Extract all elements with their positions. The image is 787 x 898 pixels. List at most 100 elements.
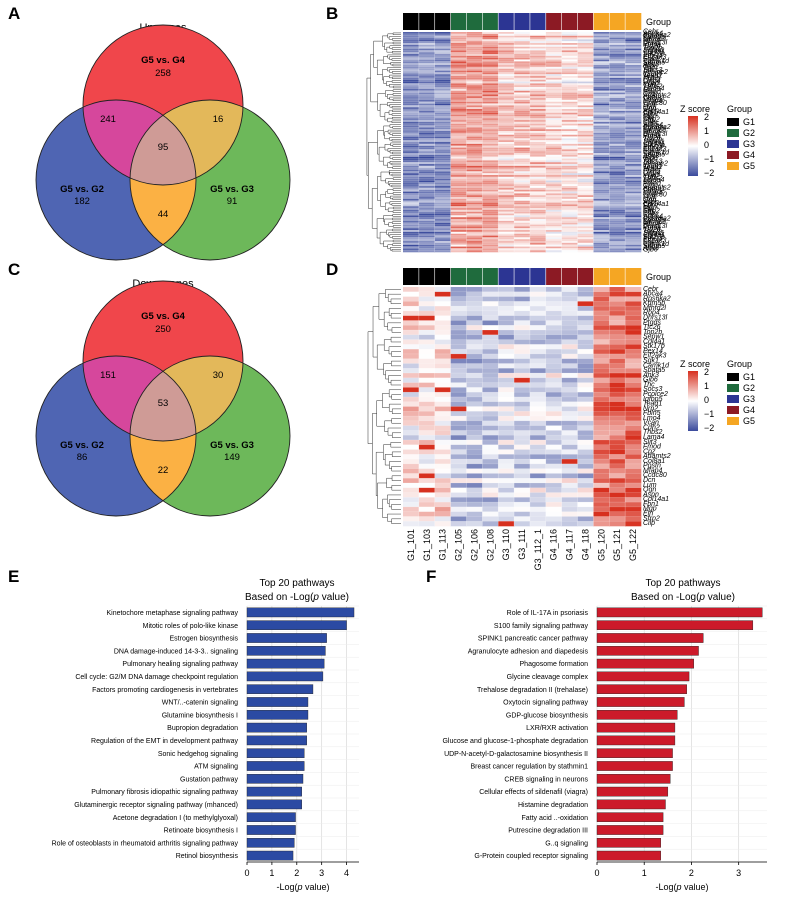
heatmap-cell <box>482 377 499 383</box>
heatmap-cell <box>609 248 626 251</box>
heatmap-cell <box>482 167 499 170</box>
heatmap-cell <box>482 217 499 220</box>
heatmap-cell <box>625 121 642 124</box>
heatmap-cell <box>514 101 531 104</box>
venn-count-ac: 16 <box>213 114 224 125</box>
heatmap-cell <box>577 33 594 36</box>
heatmap-cell <box>609 368 626 374</box>
heatmap-cell <box>609 55 626 58</box>
heatmap-cell <box>514 52 531 55</box>
heatmap-cell <box>577 206 594 209</box>
heatmap-up: GroupCebrAbca4Rps6ka2Kdm5bMthfd2lRbp4Dhr… <box>366 13 755 254</box>
heatmap-cell <box>577 123 594 126</box>
heatmap-cell <box>577 301 594 307</box>
heatmap-cell <box>529 213 547 216</box>
heatmap-cell <box>625 65 642 68</box>
heatmap-cell <box>561 118 578 121</box>
heatmap-cell <box>450 92 467 95</box>
heatmap-cell <box>561 358 578 364</box>
heatmap-cell <box>482 70 499 73</box>
heatmap-cell <box>625 334 642 340</box>
heatmap-cell <box>466 444 483 450</box>
bar <box>246 709 309 720</box>
heatmap-cell <box>434 173 451 176</box>
heatmap-cell <box>434 98 451 101</box>
heatmap-cell <box>625 213 642 216</box>
heatmap-cell <box>514 129 531 132</box>
heatmap-cell <box>466 151 483 154</box>
heatmap-cell <box>403 44 420 47</box>
heatmap-cell <box>545 79 562 82</box>
sample-label: G3_110 <box>501 529 511 560</box>
heatmap-cell <box>529 41 547 44</box>
heatmap-cell <box>466 182 483 185</box>
heatmap-cell <box>450 246 467 249</box>
heatmap-cell <box>498 315 515 321</box>
heatmap-cell <box>577 156 594 159</box>
heatmap-cell <box>561 478 578 484</box>
heatmap-cell <box>434 167 451 170</box>
heatmap-cell <box>609 74 626 77</box>
heatmap-cell <box>593 94 610 97</box>
heatmap-cell <box>529 246 547 249</box>
heatmap-cell <box>482 182 499 185</box>
heatmap-cell <box>482 134 499 137</box>
heatmap-cell <box>514 35 531 38</box>
heatmap-cell <box>593 250 610 253</box>
heatmap-cell <box>609 492 626 498</box>
heatmap-cell <box>625 506 642 512</box>
heatmap-cell <box>450 296 467 302</box>
heatmap-cell <box>482 114 499 117</box>
heatmap-cell <box>482 301 499 307</box>
heatmap-cell <box>561 250 578 253</box>
heatmap-cell <box>609 39 626 42</box>
heatmap-cell <box>577 37 594 40</box>
heatmap-cell <box>514 382 531 388</box>
heatmap-cell <box>418 334 436 340</box>
heatmap-cell <box>577 368 594 374</box>
heatmap-cell <box>529 189 547 192</box>
heatmap-cell <box>418 44 436 47</box>
heatmap-cell <box>609 363 626 369</box>
heatmap-cell <box>609 193 626 196</box>
heatmap-cell <box>418 88 436 91</box>
heatmap-cell <box>434 63 451 66</box>
heatmap-cell <box>514 230 531 233</box>
heatmap-cell <box>482 176 499 179</box>
heatmap-cell <box>593 87 610 90</box>
heatmap-cell <box>498 193 515 196</box>
group-bar-cell <box>561 268 578 285</box>
heatmap-cell <box>450 220 467 223</box>
heatmap-cell <box>450 492 467 498</box>
heatmap-cell <box>593 164 610 167</box>
heatmap-cell <box>609 435 626 441</box>
heatmap-cell <box>403 209 420 212</box>
heatmap-cell <box>529 121 547 124</box>
heatmap-cell <box>498 191 515 194</box>
heatmap-cell <box>577 70 594 73</box>
heatmap-cell <box>482 109 499 112</box>
heatmap-cell <box>482 325 499 331</box>
heatmap-cell <box>529 220 547 223</box>
heatmap-cell <box>418 164 436 167</box>
heatmap-cell <box>593 182 610 185</box>
heatmap-cell <box>434 57 451 60</box>
category-label: Factors promoting cardiogenesis in verte… <box>92 687 238 694</box>
heatmap-cell <box>529 37 547 40</box>
heatmap-cell <box>529 242 547 245</box>
heatmap-cell <box>609 325 626 331</box>
gene-label: Spata5 <box>643 60 665 67</box>
heatmap-cell <box>466 136 483 139</box>
heatmap-cell <box>545 121 562 124</box>
heatmap-cell <box>545 315 562 321</box>
heatmap-cell <box>450 197 467 200</box>
heatmap-cell <box>434 193 451 196</box>
heatmap-cell <box>514 33 531 36</box>
heatmap-cell <box>609 444 626 450</box>
heatmap-cell <box>466 77 483 80</box>
heatmap-cell <box>498 242 515 245</box>
heatmap-cell <box>498 482 515 489</box>
heatmap-cell <box>418 147 436 150</box>
heatmap-cell <box>577 187 594 190</box>
heatmap-cell <box>498 79 515 82</box>
